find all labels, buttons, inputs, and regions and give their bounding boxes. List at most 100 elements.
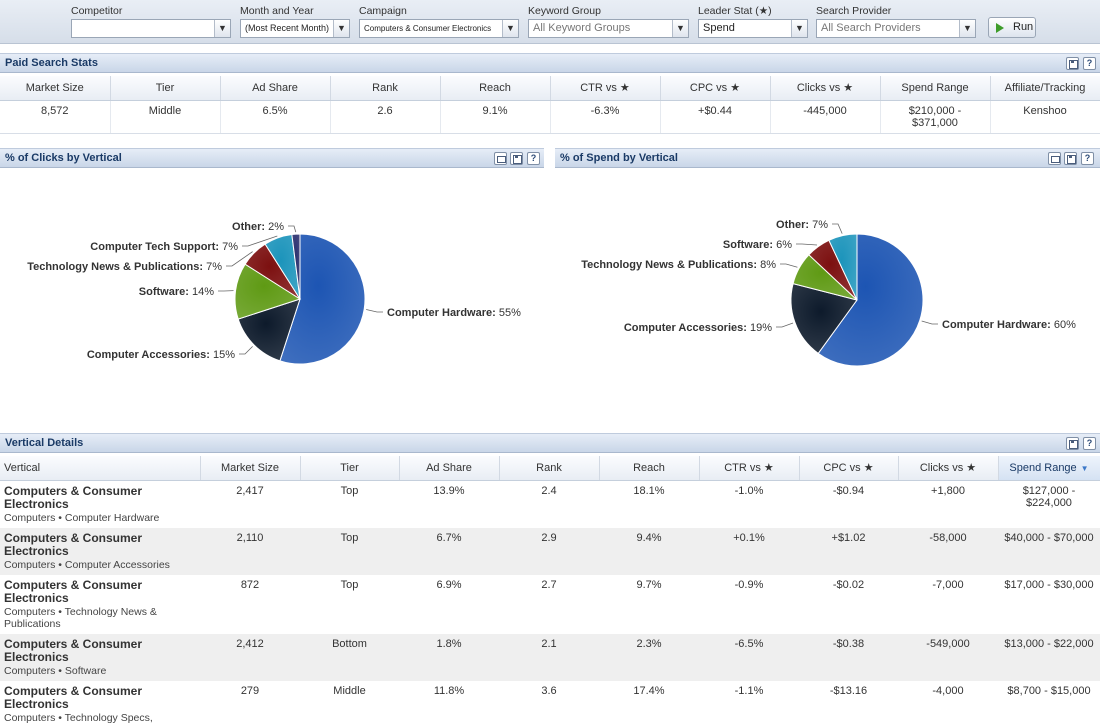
help-icon[interactable]: ? xyxy=(527,152,540,165)
table-cell: 9.1% xyxy=(440,100,550,133)
table-cell: $17,000 - $30,000 xyxy=(998,575,1100,634)
table-cell: 2.1 xyxy=(499,634,599,681)
table-cell: -549,000 xyxy=(898,634,998,681)
help-icon[interactable]: ? xyxy=(1083,57,1096,70)
competitor-select[interactable]: ▼ xyxy=(71,19,231,38)
section-title: Paid Search Stats xyxy=(5,57,98,69)
column-header-label: CPC vs ★ xyxy=(823,462,873,474)
column-header-label: Vertical xyxy=(4,462,40,474)
table-cell: 279 xyxy=(200,681,300,728)
column-header[interactable]: Vertical xyxy=(0,456,200,480)
leader-line xyxy=(832,224,842,234)
table-cell: -6.5% xyxy=(699,634,799,681)
run-button[interactable]: Run xyxy=(988,17,1036,38)
search-provider-select[interactable]: All Search Providers ▼ xyxy=(816,19,976,38)
search-provider-value: All Search Providers xyxy=(821,22,921,34)
table-cell: 11.8% xyxy=(399,681,499,728)
leader-line xyxy=(366,309,383,312)
chevron-down-icon: ▼ xyxy=(502,20,518,37)
help-icon[interactable]: ? xyxy=(1083,437,1096,450)
column-header[interactable]: Tier xyxy=(300,456,399,480)
vertical-details-header: Vertical Details ? xyxy=(0,433,1100,453)
table-cell: Bottom xyxy=(300,634,399,681)
keyword-group-value: All Keyword Groups xyxy=(533,22,630,34)
column-header: Tier xyxy=(110,76,220,100)
save-icon[interactable] xyxy=(1064,152,1077,165)
table-cell: -$0.02 xyxy=(799,575,898,634)
column-header-label: Spend Range xyxy=(1009,462,1076,474)
table-cell: -1.0% xyxy=(699,480,799,528)
column-header[interactable]: CTR vs ★ xyxy=(699,456,799,480)
table-cell: -6.3% xyxy=(550,100,660,133)
run-label: Run xyxy=(1013,21,1033,33)
column-header-label: Tier xyxy=(340,462,359,474)
table-cell: $13,000 - $22,000 xyxy=(998,634,1100,681)
print-icon[interactable] xyxy=(494,152,507,165)
table-cell: $40,000 - $70,000 xyxy=(998,528,1100,575)
slice-label: Computer Tech Support: 7% xyxy=(90,241,238,253)
column-header: Rank xyxy=(330,76,440,100)
table-cell: 6.9% xyxy=(399,575,499,634)
column-header-label: CTR vs ★ xyxy=(724,462,774,474)
leader-stat-select[interactable]: Spend ▼ xyxy=(698,19,808,38)
print-icon[interactable] xyxy=(1048,152,1061,165)
table-cell: 8,572 xyxy=(0,100,110,133)
column-header: Market Size xyxy=(0,76,110,100)
column-header[interactable]: Market Size xyxy=(200,456,300,480)
save-icon[interactable] xyxy=(1066,57,1079,70)
slice-label: Other: 2% xyxy=(232,221,284,233)
month-year-value: (Most Recent Month) xyxy=(245,23,329,33)
table-cell: -$0.38 xyxy=(799,634,898,681)
table-cell: 17.4% xyxy=(599,681,699,728)
table-cell: 2.7 xyxy=(499,575,599,634)
leader-line xyxy=(922,321,938,324)
clicks-pie-chart: Computer Hardware: 55%Computer Accessori… xyxy=(0,172,544,422)
keyword-group-filter: Keyword Group All Keyword Groups ▼ xyxy=(528,4,689,38)
vertical-name: Computers & Consumer Electronics xyxy=(4,685,196,711)
leader-line xyxy=(796,244,817,245)
table-cell: -$0.94 xyxy=(799,480,898,528)
search-provider-filter: Search Provider All Search Providers ▼ xyxy=(816,4,976,38)
column-header[interactable]: Reach xyxy=(599,456,699,480)
table-cell: -445,000 xyxy=(770,100,880,133)
vertical-path: Computers • Computer Accessories xyxy=(4,559,196,571)
save-icon[interactable] xyxy=(510,152,523,165)
table-cell: 6.7% xyxy=(399,528,499,575)
campaign-select[interactable]: Computers & Consumer Electronics ▼ xyxy=(359,19,519,38)
table-cell: -1.1% xyxy=(699,681,799,728)
column-header[interactable]: Rank xyxy=(499,456,599,480)
table-cell: Top xyxy=(300,480,399,528)
save-icon[interactable] xyxy=(1066,437,1079,450)
help-icon[interactable]: ? xyxy=(1081,152,1094,165)
vertical-name: Computers & Consumer Electronics xyxy=(4,532,196,558)
table-cell: 2.6 xyxy=(330,100,440,133)
month-year-filter: Month and Year (Most Recent Month) ▼ xyxy=(240,4,350,38)
leader-line xyxy=(780,264,797,267)
column-header[interactable]: CPC vs ★ xyxy=(799,456,898,480)
column-header[interactable]: Clicks vs ★ xyxy=(898,456,998,480)
keyword-group-select[interactable]: All Keyword Groups ▼ xyxy=(528,19,689,38)
vertical-name: Computers & Consumer Electronics xyxy=(4,579,196,605)
column-header[interactable]: Ad Share xyxy=(399,456,499,480)
table-cell: 2.4 xyxy=(499,480,599,528)
table-cell: -$13.16 xyxy=(799,681,898,728)
column-header[interactable]: Spend Range▼ xyxy=(998,456,1100,480)
slice-label: Computer Hardware: 60% xyxy=(942,319,1076,331)
leader-stat-filter: Leader Stat (★) Spend ▼ xyxy=(698,4,808,38)
month-year-select[interactable]: (Most Recent Month) ▼ xyxy=(240,19,350,38)
campaign-label: Campaign xyxy=(359,4,519,18)
table-cell: Kenshoo xyxy=(990,100,1100,133)
table-cell: 9.4% xyxy=(599,528,699,575)
competitor-filter: Competitor ▼ xyxy=(71,4,231,38)
table-cell: -58,000 xyxy=(898,528,998,575)
table-cell: 6.5% xyxy=(220,100,330,133)
table-cell: -7,000 xyxy=(898,575,998,634)
